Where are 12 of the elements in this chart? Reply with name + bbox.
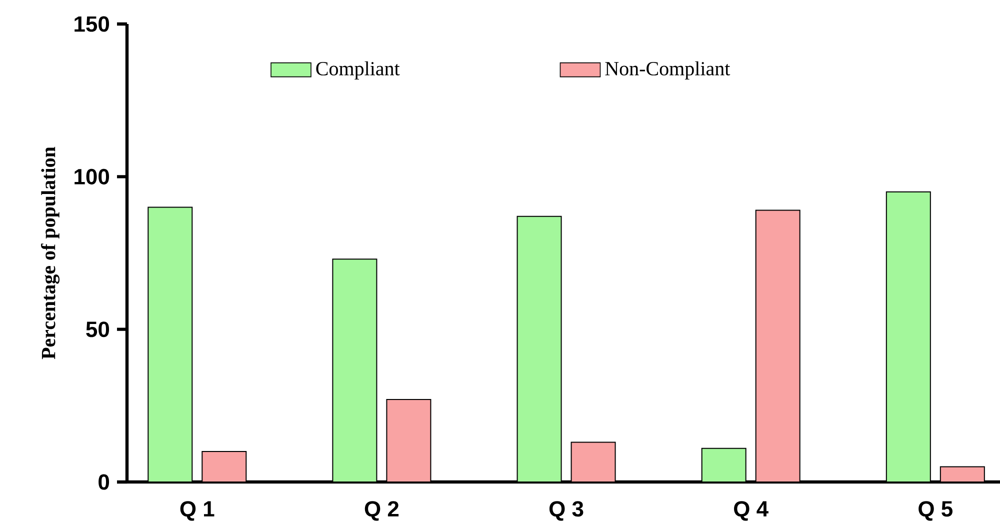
x-tick-label: Q 2 [364, 501, 399, 521]
y-tick-label: 50 [86, 322, 110, 338]
x-tick-label: Q 5 [918, 501, 952, 521]
y-tick-label: 150 [74, 16, 110, 32]
legend-label: Non-Compliant [605, 61, 730, 80]
x-tick-label: Q 3 [549, 501, 584, 521]
y-tick-label: 100 [74, 168, 110, 184]
y-axis-title: Percentage of population [41, 146, 60, 360]
x-tick-label: Q 4 [734, 501, 768, 521]
x-tick-label: Q 1 [180, 501, 214, 521]
y-tick-label: 0 [98, 474, 110, 490]
legend-label: Compliant [316, 61, 400, 80]
